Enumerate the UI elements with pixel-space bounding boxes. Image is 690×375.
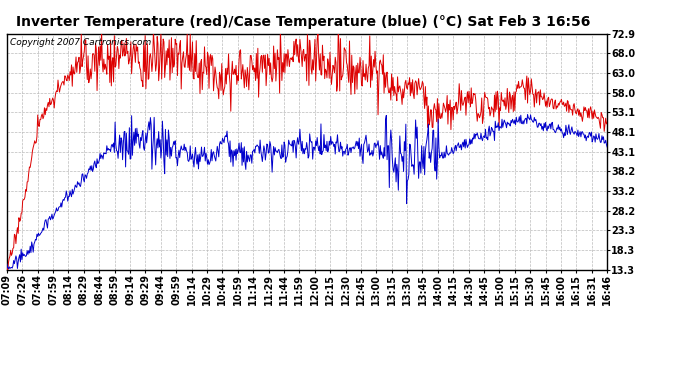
Text: Copyright 2007 Cartronics.com: Copyright 2007 Cartronics.com <box>10 39 151 48</box>
Text: Inverter Temperature (red)/Case Temperature (blue) (°C) Sat Feb 3 16:56: Inverter Temperature (red)/Case Temperat… <box>17 15 591 29</box>
